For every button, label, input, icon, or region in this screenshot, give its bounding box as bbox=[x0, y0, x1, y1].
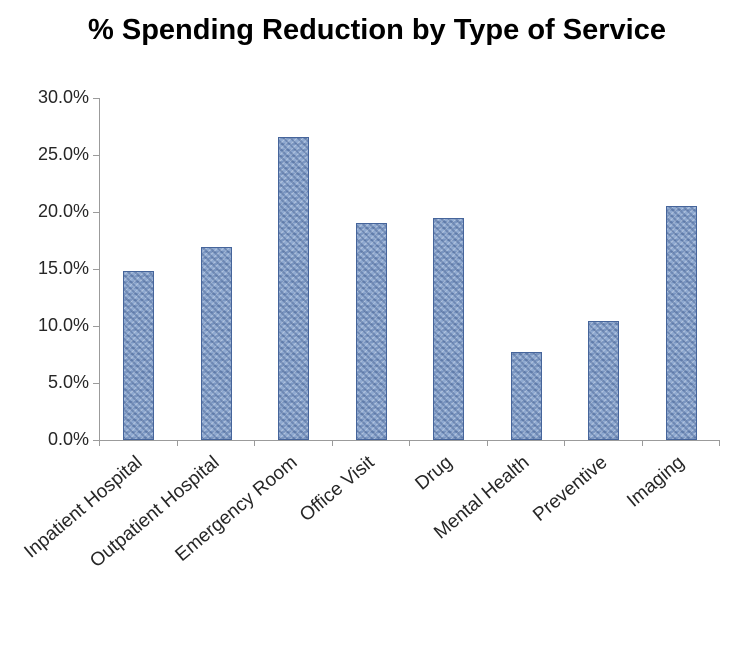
x-tick-mark bbox=[564, 440, 565, 446]
y-tick-label: 15.0% bbox=[37, 258, 89, 278]
y-tick-mark bbox=[93, 440, 99, 441]
bar bbox=[433, 218, 464, 440]
bar bbox=[356, 223, 387, 440]
x-tick-mark bbox=[719, 440, 720, 446]
chart-title: % Spending Reduction by Type of Service bbox=[88, 14, 666, 46]
x-tick-mark bbox=[487, 440, 488, 446]
y-tick-label: 0.0% bbox=[47, 429, 89, 449]
y-tick-mark bbox=[93, 326, 99, 327]
y-tick-label: 30.0% bbox=[37, 87, 89, 107]
bar bbox=[666, 206, 697, 440]
bar bbox=[201, 247, 232, 440]
y-tick-label: 20.0% bbox=[37, 201, 89, 221]
y-tick-mark bbox=[93, 155, 99, 156]
bar bbox=[123, 271, 154, 440]
x-tick-mark bbox=[332, 440, 333, 446]
y-tick-label: 5.0% bbox=[47, 372, 89, 392]
bar bbox=[278, 137, 309, 440]
x-tick-mark bbox=[99, 440, 100, 446]
x-tick-mark bbox=[254, 440, 255, 446]
y-tick-mark bbox=[93, 98, 99, 99]
y-tick-label: 25.0% bbox=[37, 144, 89, 164]
x-tick-mark bbox=[177, 440, 178, 446]
y-tick-mark bbox=[93, 383, 99, 384]
y-axis-line bbox=[99, 98, 100, 441]
y-tick-mark bbox=[93, 212, 99, 213]
x-tick-mark bbox=[409, 440, 410, 446]
y-tick-label: 10.0% bbox=[37, 315, 89, 335]
x-tick-mark bbox=[642, 440, 643, 446]
bar bbox=[511, 352, 542, 440]
bar bbox=[588, 321, 619, 440]
y-tick-mark bbox=[93, 269, 99, 270]
